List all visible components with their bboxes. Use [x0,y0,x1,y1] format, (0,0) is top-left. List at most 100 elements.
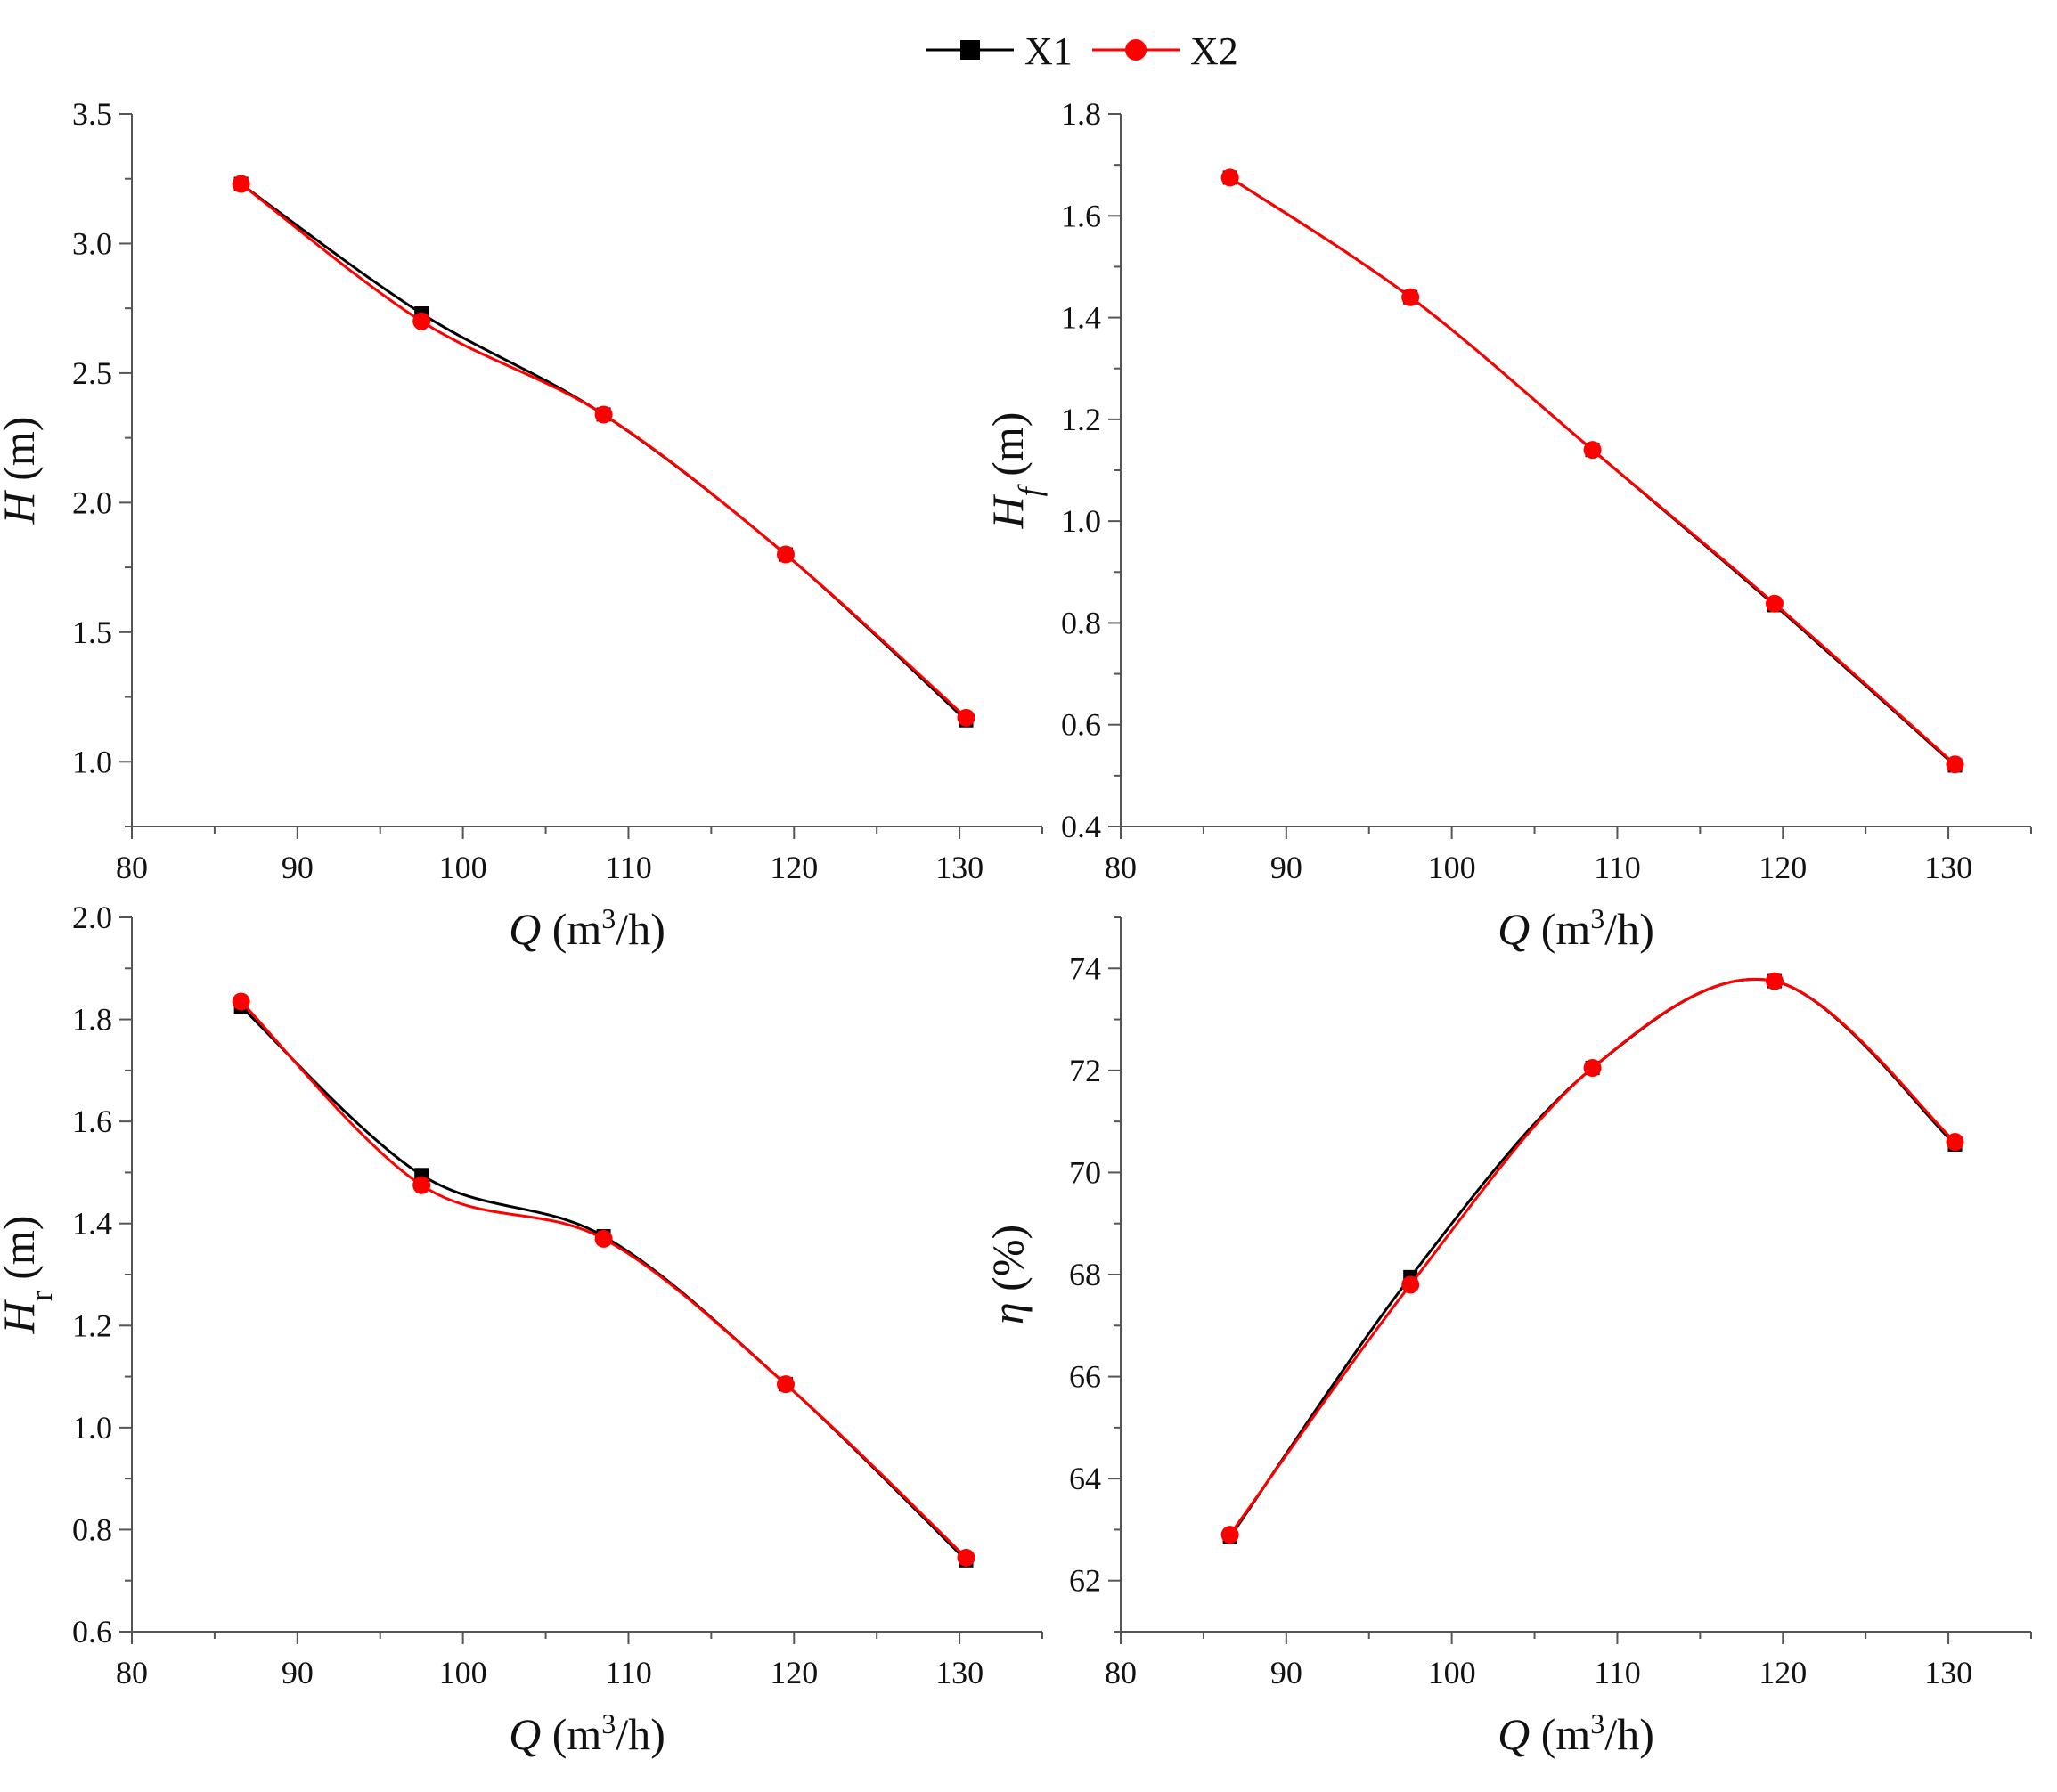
data-point [957,708,975,727]
x-tick-label: 110 [1594,1655,1641,1690]
y-axis-title: η (%) [983,1225,1033,1324]
series-line [1228,977,1956,1536]
x-tick-label: 80 [116,850,148,885]
y-tick-label: 0.8 [1061,605,1101,640]
data-point [1220,168,1239,187]
data-point [1946,1133,1964,1152]
x-tick-label: 130 [935,850,984,885]
legend: X1 X2 [926,29,1238,73]
data-point [776,1375,795,1394]
x-tick-label: 100 [439,1655,487,1690]
y-tick-label: 72 [1069,1053,1101,1088]
y-tick-label: 0.6 [72,1614,112,1649]
x-axis-title: Q (m3/h) [509,902,665,954]
data-point [957,1548,975,1567]
y-axis-title: Hf (m) [983,412,1048,530]
data-point [1401,1275,1420,1294]
y-tick-label: 3.0 [72,225,112,261]
x-tick-label: 80 [1105,1655,1137,1690]
x-axis-title: Q (m3/h) [509,1707,665,1759]
data-point [1765,594,1784,613]
y-tick-label: 1.6 [72,1104,112,1139]
x-tick-label: 80 [1105,850,1137,885]
x-tick-label: 100 [1428,1655,1476,1690]
data-point [232,175,250,193]
y-tick-label: 62 [1069,1563,1101,1599]
x-tick-label: 90 [282,1655,314,1690]
y-tick-label: 70 [1069,1154,1101,1190]
series-x2 [232,175,975,727]
series-x2 [232,992,975,1567]
chart-panel-4: 80 90 100 110 120 130 62 64 66 68 70 72 74 Q (m3/h) η … [983,916,2032,1759]
y-tick-label: 1.2 [72,1307,112,1343]
y-tick-label: 64 [1069,1461,1101,1496]
series-x1 [233,999,974,1568]
legend-item-x2: X2 [1092,29,1238,73]
data-point [1583,441,1602,460]
y-tick-label: 1.0 [72,744,112,779]
legend-marker-x2 [1125,39,1147,61]
chart-panel-3: 80 90 100 110 120 130 0.6 0.8 1.0 1.2 1.4 1.6 1.8 2.0… [0,900,1043,1759]
x-tick-label: 130 [1924,1655,1972,1690]
y-tick-label: 1.0 [72,1410,112,1446]
data-point [1220,1526,1239,1544]
series-x2 [1220,168,1964,774]
series-line [240,183,967,721]
data-point [594,1229,613,1248]
data-point [232,992,250,1011]
y-axis-title: Hr (m) [0,1216,59,1335]
data-point [1583,1058,1602,1077]
y-tick-label: 2.0 [72,485,112,520]
series-line [240,1006,967,1561]
legend-label-x1: X1 [1024,29,1073,73]
y-axis-title: H (m) [0,417,44,525]
legend-label-x2: X2 [1190,29,1238,73]
x-tick-label: 120 [770,1655,818,1690]
x-axis-title: Q (m3/h) [1498,902,1654,954]
x-tick-label: 100 [439,850,487,885]
data-point [412,1176,431,1194]
y-tick-label: 1.4 [1061,300,1101,336]
y-tick-label: 1.0 [1061,503,1101,539]
y-tick-label: 0.6 [1061,707,1101,743]
y-tick-label: 66 [1069,1359,1101,1395]
data-point [594,405,613,424]
y-tick-label: 0.8 [72,1511,112,1547]
x-tick-label: 90 [282,850,314,885]
y-tick-label: 2.0 [72,900,112,935]
y-tick-label: 1.2 [1061,402,1101,437]
data-point [1765,972,1784,990]
series-line [240,1000,967,1560]
y-tick-label: 1.8 [1061,96,1101,132]
legend-marker-x1 [960,40,980,60]
x-tick-label: 130 [935,1655,984,1690]
x-tick-label: 110 [1594,850,1641,885]
series-x1 [233,176,974,728]
data-point [412,312,431,330]
x-tick-label: 80 [116,1655,148,1690]
x-tick-label: 120 [1759,1655,1807,1690]
x-tick-label: 110 [605,850,652,885]
x-tick-label: 90 [1270,1655,1302,1690]
y-tick-label: 0.4 [1061,809,1101,844]
y-tick-label: 3.5 [72,96,112,132]
chart-panel-2: 80 90 100 110 120 130 0.4 0.6 0.8 1.0 1.2 1.4 1.6 1.8… [983,96,2032,954]
legend-item-x1: X1 [926,29,1073,73]
x-axis-title: Q (m3/h) [1498,1707,1654,1759]
y-tick-label: 1.8 [72,1002,112,1038]
series-x2 [1220,972,1964,1544]
x-tick-label: 100 [1428,850,1476,885]
series-line [1228,176,1956,767]
y-tick-label: 1.4 [72,1206,112,1242]
y-tick-label: 74 [1069,950,1101,986]
x-tick-label: 90 [1270,850,1302,885]
y-tick-label: 2.5 [72,355,112,391]
data-point [776,545,795,564]
y-tick-label: 1.5 [72,615,112,650]
y-tick-label: 68 [1069,1257,1101,1292]
x-tick-label: 130 [1924,850,1972,885]
chart-panel-1: 80 90 100 110 120 130 1.0 1.5 2.0 2.5 3.0 3.5 Q (m3/… [0,96,1043,954]
x-tick-label: 110 [605,1655,652,1690]
data-point [1401,288,1420,306]
